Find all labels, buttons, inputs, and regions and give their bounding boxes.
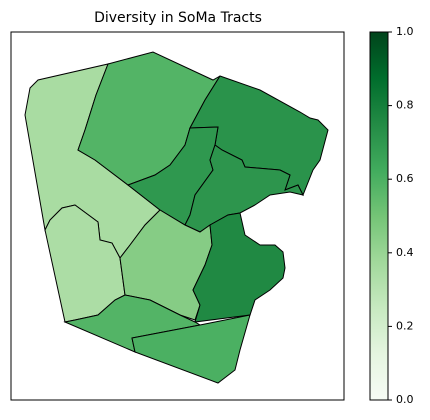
colorbar — [369, 31, 389, 401]
colorbar-tick-label: 0.4 — [396, 246, 414, 259]
map-frame — [10, 31, 345, 401]
tract — [184, 144, 304, 233]
colorbar-tick-label: 0.0 — [396, 393, 414, 406]
colorbar-tick-label: 1.0 — [396, 25, 414, 38]
chart-title: Diversity in SoMa Tracts — [94, 10, 262, 26]
colorbar-tick-label: 0.6 — [396, 172, 414, 185]
tract — [131, 314, 251, 384]
colorbar-tick-label: 0.8 — [396, 99, 414, 112]
tract — [192, 212, 286, 323]
colorbar-tick-label: 0.2 — [396, 319, 414, 332]
